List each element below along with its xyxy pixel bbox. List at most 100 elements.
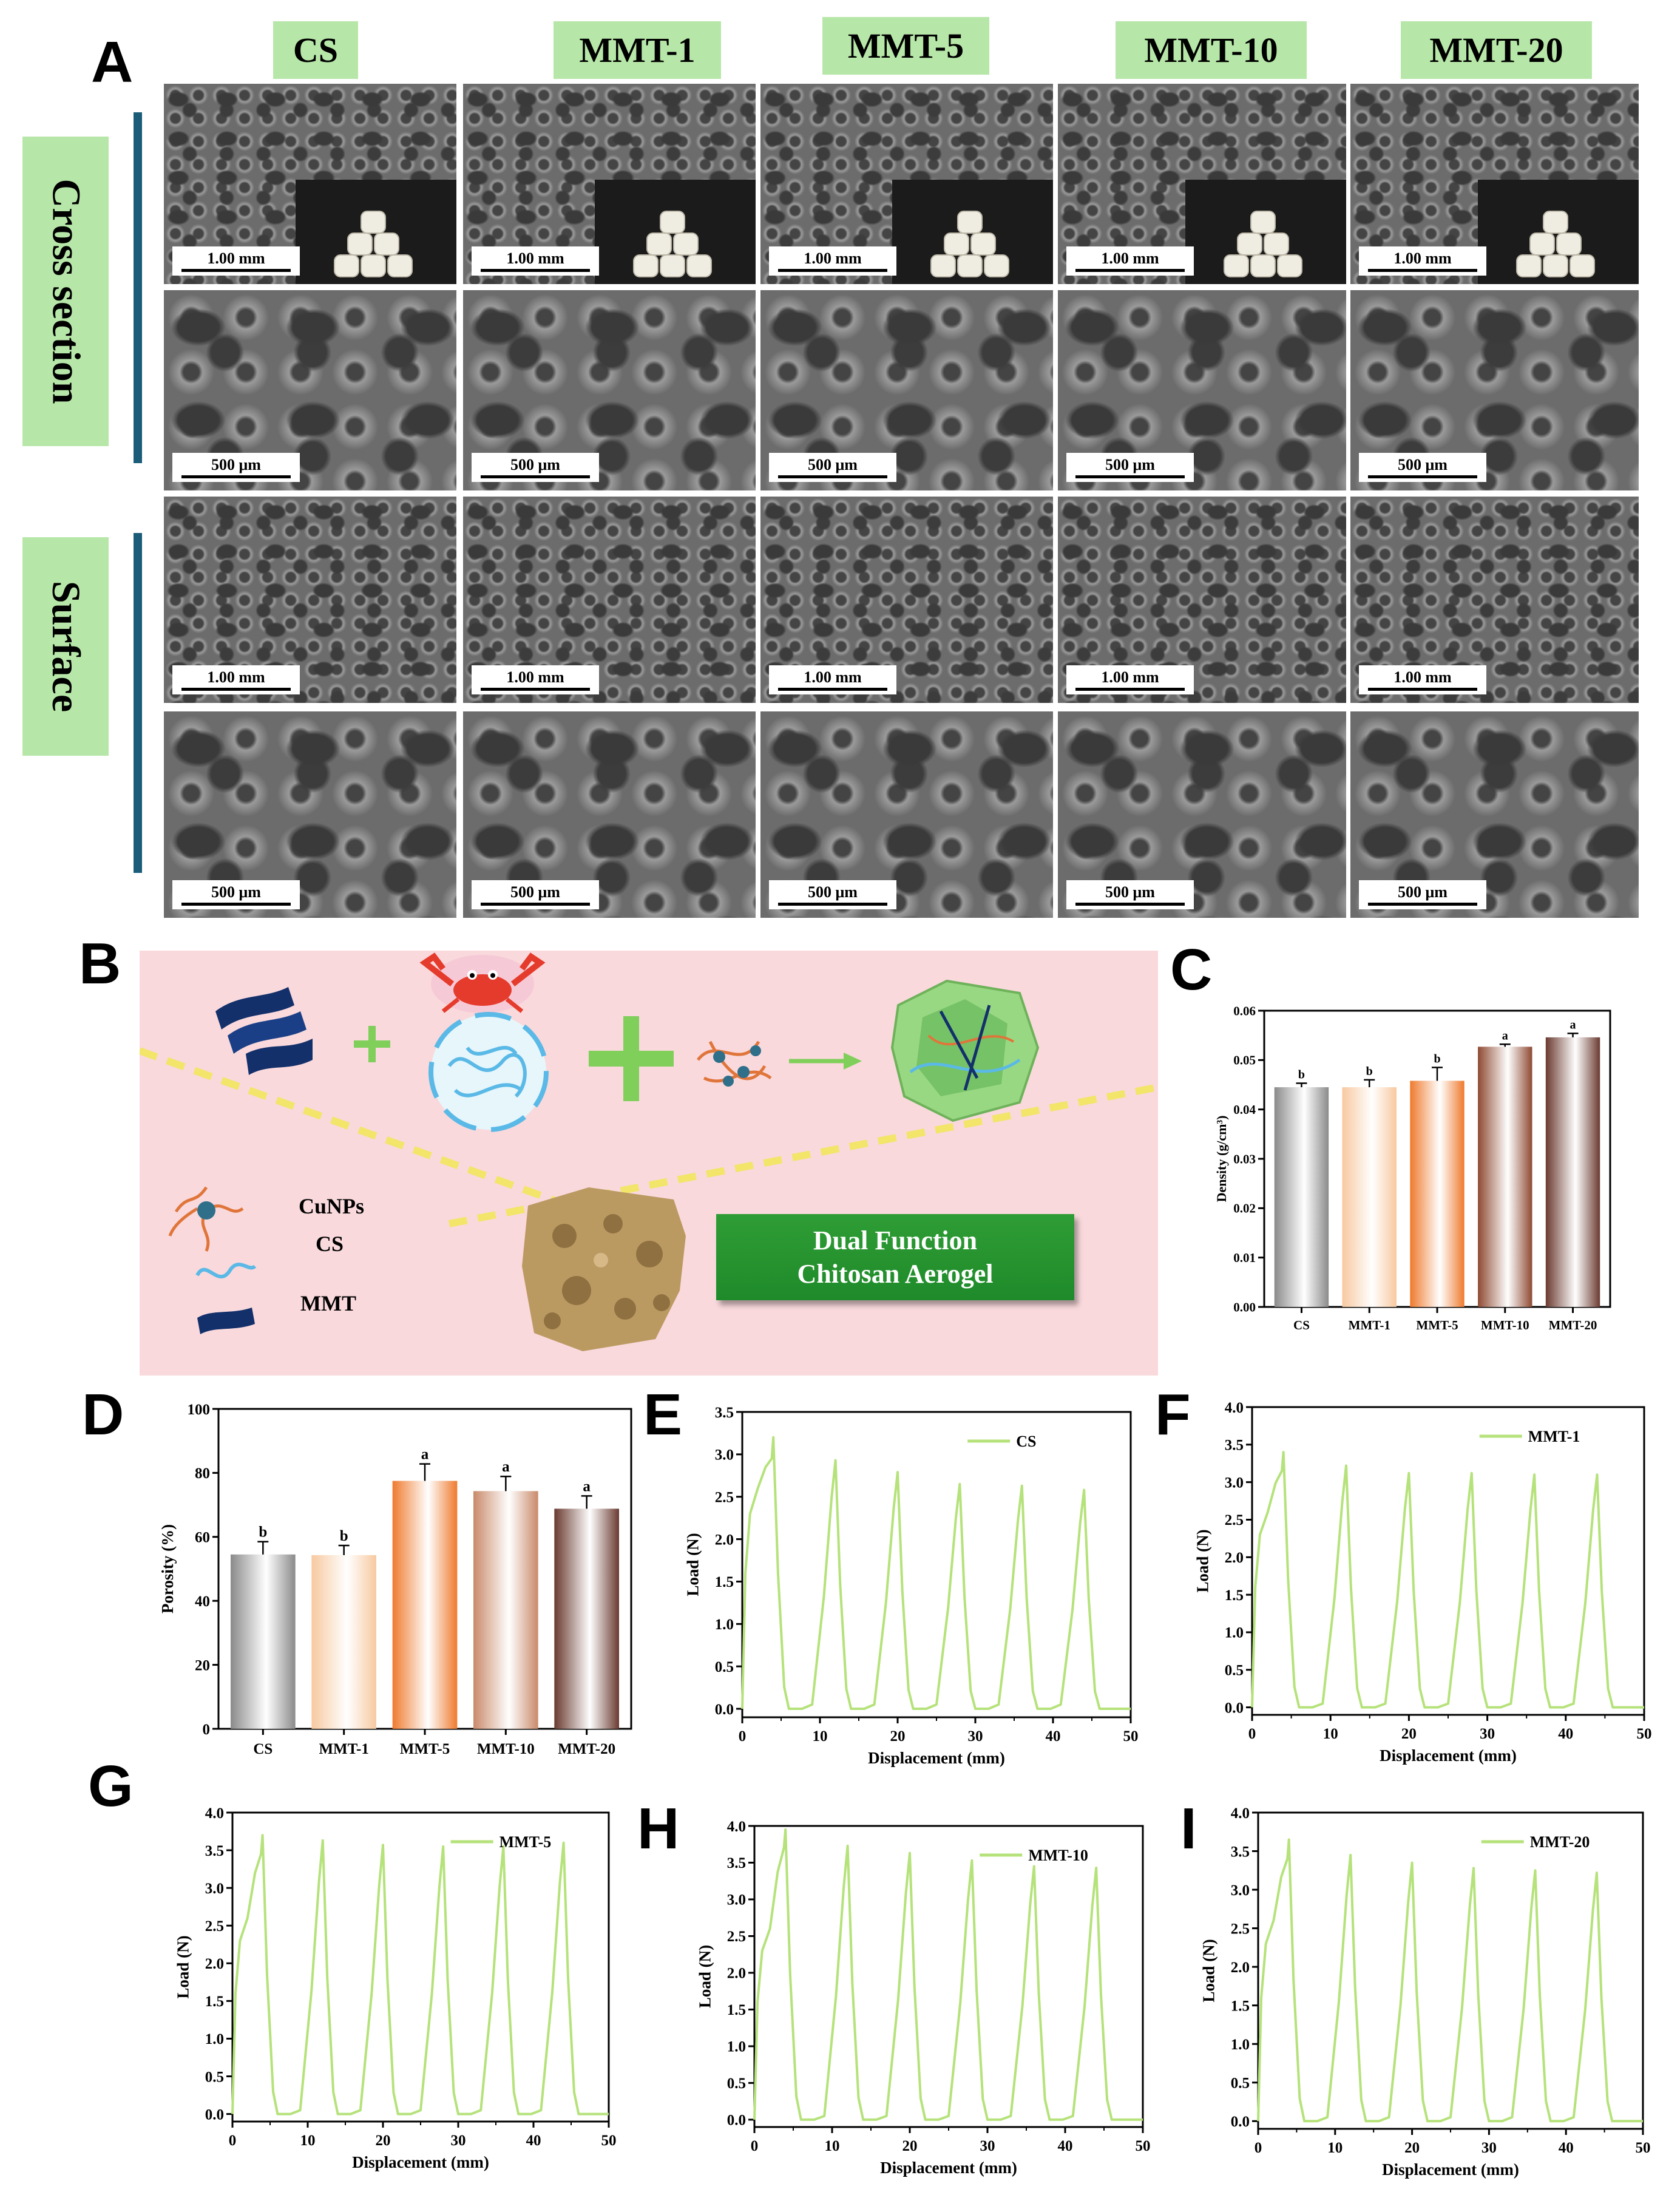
y-tick-label: 2.5: [715, 1489, 734, 1505]
x-tick-label: 50: [1123, 1728, 1139, 1745]
sem-image: 500 μm: [1350, 711, 1639, 918]
crab-icon: [419, 952, 546, 1013]
panel-label-g: G: [88, 1754, 134, 1819]
x-tick-label: 30: [1481, 2140, 1497, 2156]
y-tick-label: 0.0: [1225, 1700, 1244, 1716]
legend-cunps-label: CuNPs: [299, 1194, 365, 1218]
sample-cylinder: [1543, 254, 1568, 277]
x-tick-label: 40: [526, 2132, 541, 2149]
column-label-1: CS: [273, 21, 358, 79]
y-tick-label: 1.0: [727, 2039, 746, 2055]
scale-bar-line: [481, 268, 590, 272]
scale-bar-label: 500 μm: [510, 883, 560, 901]
significance-label: b: [1298, 1068, 1305, 1082]
sample-cylinder: [347, 232, 373, 256]
sample-cylinder: [1250, 211, 1276, 234]
x-tick-label: 10: [1327, 2140, 1343, 2156]
y-tick-label: 0.00: [1233, 1300, 1256, 1314]
y-tick-label: 2.0: [1231, 1959, 1250, 1976]
sample-cylinder: [633, 254, 659, 277]
x-tick-label: 0: [1248, 1726, 1256, 1742]
sem-image: 500 μm: [1058, 711, 1346, 918]
plot-frame: [1257, 1811, 1644, 2130]
sem-image: 500 μm: [164, 711, 456, 918]
y-tick-label: 3.0: [715, 1447, 734, 1464]
schematic-panel: CuNPs CS MMT Dual Function Chitosan Aero…: [140, 951, 1158, 1376]
sample-cylinder: [361, 211, 386, 234]
y-tick-label: 1.5: [205, 1993, 224, 2010]
y-tick-label: 2.5: [1231, 1921, 1250, 1937]
legend-label: MMT-10: [1028, 1847, 1088, 1864]
chart-axes: 0 10 20 30 40 50 0.0 0.5 1.0 1.5 2.0 2.5 3.0 3.5 Displ…: [684, 1405, 1139, 1767]
scale-bar-line: [1075, 475, 1185, 478]
x-tick-label: MMT-10: [477, 1741, 535, 1757]
legend-mmt-icon: [197, 1308, 255, 1334]
x-tick-label: 10: [1323, 1726, 1338, 1742]
sample-cylinder: [334, 254, 359, 277]
legend-cunps-icon: [168, 1186, 244, 1252]
scale-bar-line: [1368, 902, 1477, 906]
bar: [311, 1555, 376, 1729]
scale-bar: 500 μm: [1066, 453, 1194, 482]
chart-axes: 0 10 20 30 40 50 0.0 0.5 1.0 1.5 2.0 2.5 3.0 3.5 4.0 Di…: [1194, 1400, 1652, 1765]
x-tick-label: 50: [1637, 1726, 1652, 1742]
chart-axes: 0 10 20 30 40 50 0.0 0.5 1.0 1.5 2.0 2.5 3.0 3.5 4.0 Di…: [1200, 1805, 1651, 2179]
sample-cylinder: [361, 254, 386, 277]
y-tick-label: 3.5: [1225, 1437, 1244, 1454]
x-tick-label: 30: [968, 1728, 983, 1745]
y-tick-label: 3.5: [715, 1405, 734, 1421]
plus-icon-small: [354, 1026, 390, 1062]
sample-cylinder: [957, 254, 983, 277]
x-tick-label: 0: [1255, 2140, 1262, 2156]
bar: [473, 1491, 538, 1729]
x-tick-label: 40: [1058, 2138, 1073, 2154]
scale-bar-label: 1.00 mm: [804, 668, 862, 686]
scale-bar-line: [181, 475, 291, 478]
y-tick-label: 2.0: [715, 1532, 734, 1548]
scale-bar-line: [1368, 475, 1477, 478]
row-group-bar: [134, 112, 142, 463]
y-tick-label: 0.03: [1233, 1152, 1256, 1166]
plot-frame: [231, 1811, 610, 2123]
load-curve: [231, 1834, 609, 2115]
sem-image: 1.00 mm: [1350, 497, 1639, 703]
x-tick-label: 0: [751, 2138, 759, 2154]
chart-axes: 0 10 20 30 40 50 0.0 0.5 1.0 1.5 2.0 2.5 3.0 3.5 4.0 Di…: [696, 1819, 1151, 2177]
dual-function-box: Dual Function Chitosan Aerogel: [716, 1214, 1074, 1300]
scale-bar-line: [181, 687, 291, 691]
y-tick-label: 0.5: [205, 2069, 224, 2085]
x-tick-label: 20: [890, 1728, 906, 1745]
scale-bar-line: [778, 687, 887, 691]
y-tick-label: 2.0: [205, 1956, 224, 1972]
y-tick-label: 1.0: [205, 2031, 224, 2047]
y-tick-label: 1.5: [1225, 1587, 1244, 1604]
significance-label: a: [1502, 1029, 1508, 1042]
sem-image: 1.00 mm: [760, 84, 1053, 284]
dashed-divider-left: [140, 1047, 621, 1227]
panel-label-c: C: [1170, 937, 1213, 1002]
significance-label: a: [583, 1478, 591, 1494]
x-axis-label: Displacement (mm): [1380, 1746, 1517, 1765]
x-tick-label: 10: [825, 2138, 840, 2154]
scale-bar-line: [481, 902, 590, 906]
sem-image: 1.00 mm: [164, 497, 456, 703]
sample-cylinder: [1516, 254, 1542, 277]
sem-image: 1.00 mm: [760, 497, 1053, 703]
x-tick-label: 40: [1559, 2140, 1574, 2156]
scale-bar-line: [778, 268, 887, 272]
bar: [1274, 1087, 1329, 1307]
panel-label-i: I: [1180, 1796, 1197, 1861]
scale-bar: 1.00 mm: [1359, 665, 1486, 694]
y-tick-label: 2.0: [727, 1966, 746, 1982]
sample-cylinder: [1250, 254, 1276, 277]
y-tick-label: 4.0: [727, 1819, 746, 1835]
aerogel-sponge-icon: [522, 1187, 686, 1351]
y-tick-label: 1.5: [727, 2002, 746, 2018]
bar: [231, 1554, 296, 1729]
x-tick-label: 20: [1404, 2140, 1420, 2156]
scale-bar: 1.00 mm: [472, 665, 599, 694]
scale-bar-label: 500 μm: [1105, 455, 1155, 473]
x-axis-label: Displacement (mm): [880, 2159, 1017, 2177]
y-tick-label: 100: [188, 1402, 211, 1418]
